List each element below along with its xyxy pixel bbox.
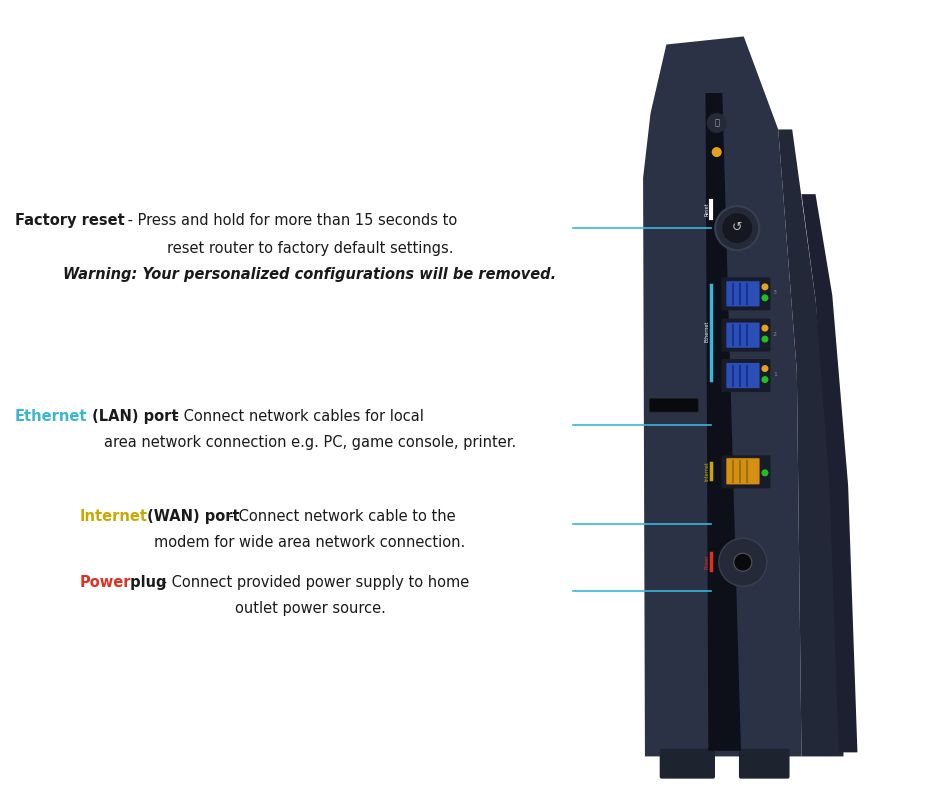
- Text: area network connection e.g. PC, game console, printer.: area network connection e.g. PC, game co…: [103, 435, 516, 451]
- FancyBboxPatch shape: [721, 277, 771, 311]
- Circle shape: [761, 324, 769, 332]
- Circle shape: [761, 283, 769, 290]
- Circle shape: [719, 538, 767, 587]
- Text: Power: Power: [705, 554, 710, 569]
- FancyBboxPatch shape: [726, 458, 760, 485]
- Text: - Connect provided power supply to home: - Connect provided power supply to home: [157, 575, 469, 590]
- Polygon shape: [802, 194, 857, 752]
- Circle shape: [706, 113, 727, 133]
- Circle shape: [722, 213, 752, 244]
- Polygon shape: [643, 36, 802, 756]
- Text: modem for wide area network connection.: modem for wide area network connection.: [155, 535, 466, 550]
- Circle shape: [761, 294, 769, 302]
- Text: Factory reset: Factory reset: [15, 213, 125, 227]
- Text: - Connect network cable to the: - Connect network cable to the: [224, 509, 456, 523]
- Text: 2: 2: [773, 332, 777, 337]
- Text: ⚿: ⚿: [714, 118, 720, 128]
- Circle shape: [712, 147, 721, 157]
- FancyBboxPatch shape: [726, 362, 760, 388]
- Text: reset router to factory default settings.: reset router to factory default settings…: [167, 240, 453, 256]
- Circle shape: [761, 469, 769, 477]
- FancyBboxPatch shape: [726, 281, 760, 307]
- Circle shape: [733, 553, 752, 571]
- Text: Internet: Internet: [80, 509, 148, 523]
- Text: - Press and hold for more than 15 seconds to: - Press and hold for more than 15 second…: [123, 213, 458, 227]
- Text: plug: plug: [125, 575, 167, 590]
- FancyBboxPatch shape: [650, 399, 698, 412]
- Text: ↺: ↺: [732, 221, 743, 234]
- Circle shape: [715, 206, 760, 250]
- Text: Power: Power: [80, 575, 131, 590]
- Text: Ethernet: Ethernet: [705, 321, 710, 342]
- FancyBboxPatch shape: [726, 322, 760, 348]
- Text: Warning: Your personalized configurations will be removed.: Warning: Your personalized configuration…: [63, 267, 556, 282]
- Text: Ethernet: Ethernet: [15, 409, 88, 424]
- Text: Internet: Internet: [705, 461, 710, 481]
- FancyBboxPatch shape: [721, 319, 771, 352]
- FancyBboxPatch shape: [721, 455, 771, 489]
- Circle shape: [761, 365, 769, 372]
- Text: (LAN) port: (LAN) port: [87, 409, 179, 424]
- Text: (WAN) port: (WAN) port: [142, 509, 240, 523]
- FancyBboxPatch shape: [721, 359, 771, 392]
- FancyBboxPatch shape: [660, 749, 715, 778]
- Text: 1: 1: [773, 372, 777, 377]
- FancyBboxPatch shape: [739, 749, 789, 778]
- Circle shape: [761, 336, 769, 343]
- Text: Reset: Reset: [705, 203, 710, 216]
- Polygon shape: [706, 93, 741, 751]
- Text: outlet power source.: outlet power source.: [235, 601, 386, 616]
- Text: 3: 3: [773, 290, 777, 295]
- Polygon shape: [778, 129, 843, 756]
- Text: - Connect network cables for local: - Connect network cables for local: [169, 409, 424, 424]
- Circle shape: [761, 376, 769, 383]
